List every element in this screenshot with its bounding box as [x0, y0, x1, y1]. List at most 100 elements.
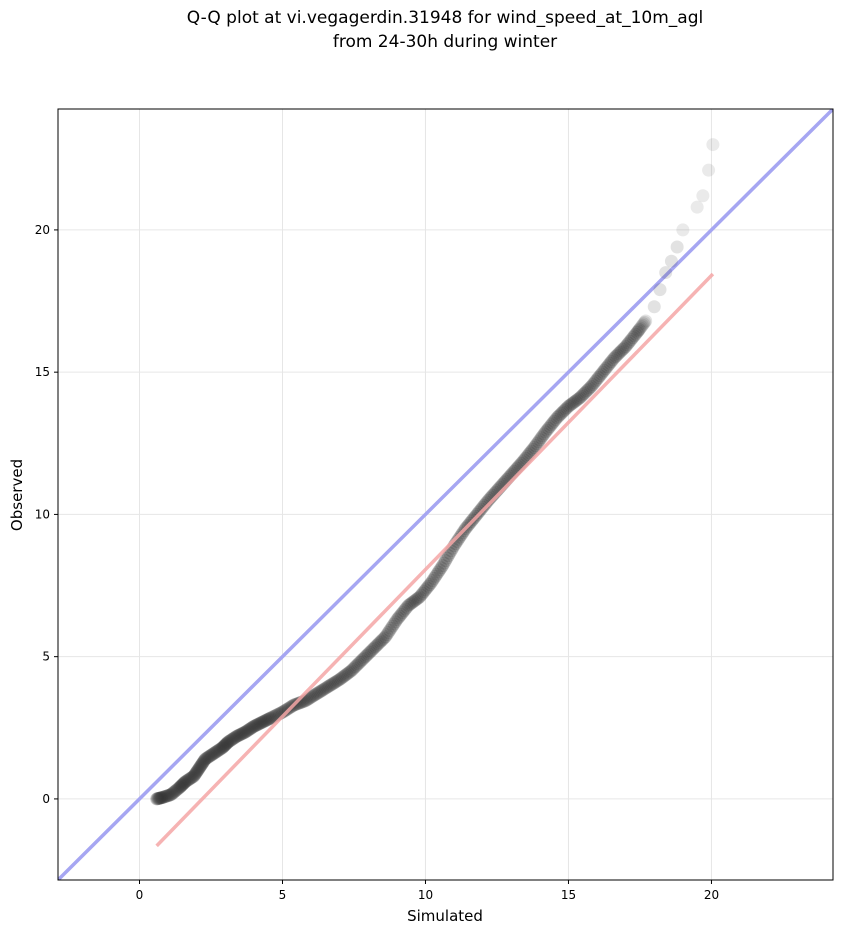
data-point: [174, 779, 188, 793]
data-point: [390, 613, 404, 627]
data-point: [154, 791, 168, 805]
data-point: [560, 401, 574, 415]
data-point: [431, 565, 445, 579]
data-point: [387, 617, 401, 631]
data-point: [676, 223, 690, 237]
data-point: [246, 720, 260, 734]
data-point: [233, 728, 247, 742]
data-point: [180, 773, 194, 787]
data-point: [204, 749, 218, 763]
data-point: [587, 376, 601, 390]
data-point: [441, 549, 455, 563]
data-point: [216, 740, 230, 754]
data-point: [280, 702, 294, 716]
data-point: [540, 423, 554, 437]
data-point: [163, 788, 177, 802]
data-point: [198, 753, 212, 767]
data-point: [407, 594, 421, 608]
data-point: [261, 712, 275, 726]
data-point: [257, 715, 271, 729]
y-tick-label: 20: [35, 223, 50, 237]
data-point: [589, 374, 603, 388]
data-point: [166, 786, 180, 800]
x-tick-label: 10: [418, 888, 433, 902]
data-point: [530, 437, 544, 451]
data-point: [577, 387, 591, 401]
data-point: [617, 341, 631, 355]
data-point: [380, 628, 394, 642]
data-point: [346, 662, 360, 676]
data-point: [426, 574, 440, 588]
data-point: [356, 653, 370, 667]
data-point: [571, 392, 585, 406]
data-point: [579, 385, 593, 399]
data-point: [343, 665, 357, 679]
data-point: [336, 670, 350, 684]
data-point: [224, 733, 238, 747]
y-tick-label: 0: [42, 792, 50, 806]
data-point: [363, 645, 377, 659]
data-point: [155, 790, 169, 804]
data-point: [404, 596, 418, 610]
data-point: [173, 780, 187, 794]
data-point: [260, 713, 274, 727]
data-point: [536, 429, 550, 443]
data-point: [473, 504, 487, 518]
data-point: [433, 563, 447, 577]
data-point: [527, 441, 541, 455]
data-point: [168, 784, 182, 798]
data-point: [366, 643, 380, 657]
data-point: [583, 381, 597, 395]
data-point: [156, 790, 170, 804]
data-point: [303, 691, 317, 705]
data-point: [323, 679, 337, 693]
data-point: [358, 650, 372, 664]
data-point: [638, 315, 652, 329]
data-point: [546, 416, 560, 430]
data-point: [338, 668, 352, 682]
data-point: [384, 621, 398, 635]
data-point: [337, 669, 351, 683]
data-point: [165, 787, 179, 801]
y-tick-label: 15: [35, 365, 50, 379]
data-point: [223, 734, 237, 748]
data-point: [573, 391, 587, 405]
data-point: [416, 586, 430, 600]
data-point: [424, 576, 438, 590]
data-point: [232, 728, 246, 742]
data-point: [633, 321, 647, 335]
data-point: [439, 554, 452, 568]
y-tick-label: 10: [35, 507, 50, 521]
data-point: [353, 655, 367, 669]
y-axis-ticks: 0 5 10 15 20: [35, 223, 58, 806]
data-point: [314, 684, 328, 698]
data-point: [150, 792, 164, 806]
data-point: [238, 725, 252, 739]
data-point: [371, 637, 385, 651]
data-point: [451, 532, 465, 546]
data-point: [596, 365, 610, 379]
data-point: [173, 781, 187, 795]
data-point: [152, 791, 166, 805]
data-point: [210, 744, 224, 758]
data-point: [547, 414, 561, 428]
data-point: [364, 644, 378, 658]
data-point: [373, 635, 387, 649]
x-axis-label: Simulated: [407, 907, 483, 925]
data-point: [190, 765, 204, 779]
data-point: [220, 736, 234, 750]
data-point: [328, 675, 342, 689]
data-point: [164, 788, 178, 802]
data-point: [414, 588, 428, 602]
data-point: [556, 405, 570, 419]
data-point: [477, 499, 491, 513]
data-point: [632, 322, 646, 336]
data-point: [394, 607, 408, 621]
data-point: [192, 762, 206, 776]
plot-frame: [57, 108, 834, 881]
data-point: [594, 367, 608, 381]
chart-title: Q-Q plot at vi.vegagerdin.31948 for wind…: [186, 8, 704, 28]
data-point: [529, 439, 543, 453]
data-point: [411, 591, 425, 605]
data-point: [230, 729, 244, 743]
